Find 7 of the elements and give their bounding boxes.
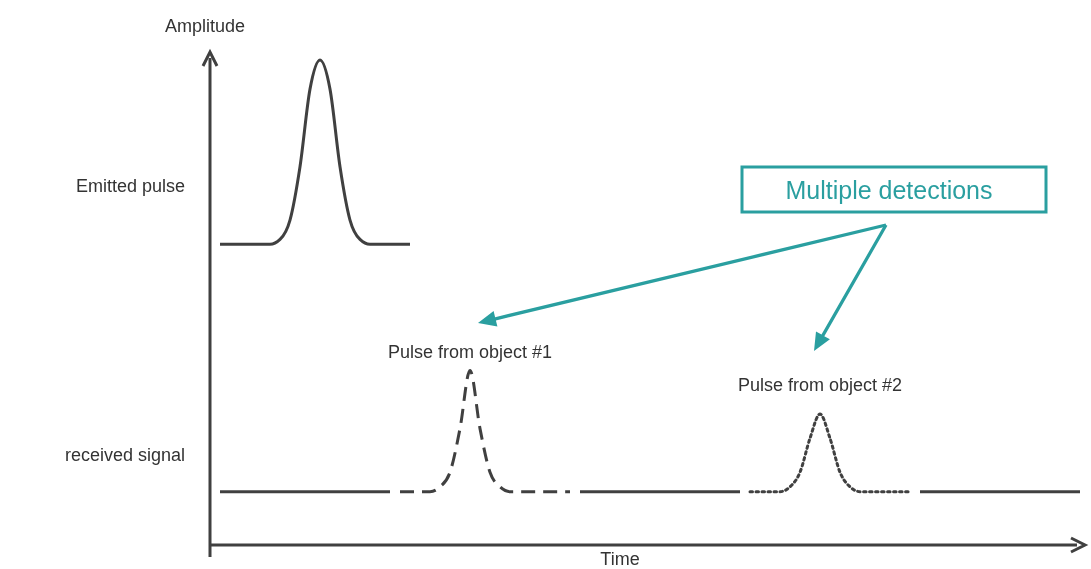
annotation: Pulse from object #2 bbox=[737, 375, 903, 395]
annotation: Multiple detections bbox=[785, 176, 993, 204]
x-axis-title: Time bbox=[600, 549, 640, 569]
text: received signal bbox=[64, 445, 185, 465]
y-axis-title: Amplitude bbox=[164, 16, 246, 36]
annotation: Pulse from object #1 bbox=[387, 342, 553, 362]
text: Emitted pulse bbox=[75, 176, 185, 196]
